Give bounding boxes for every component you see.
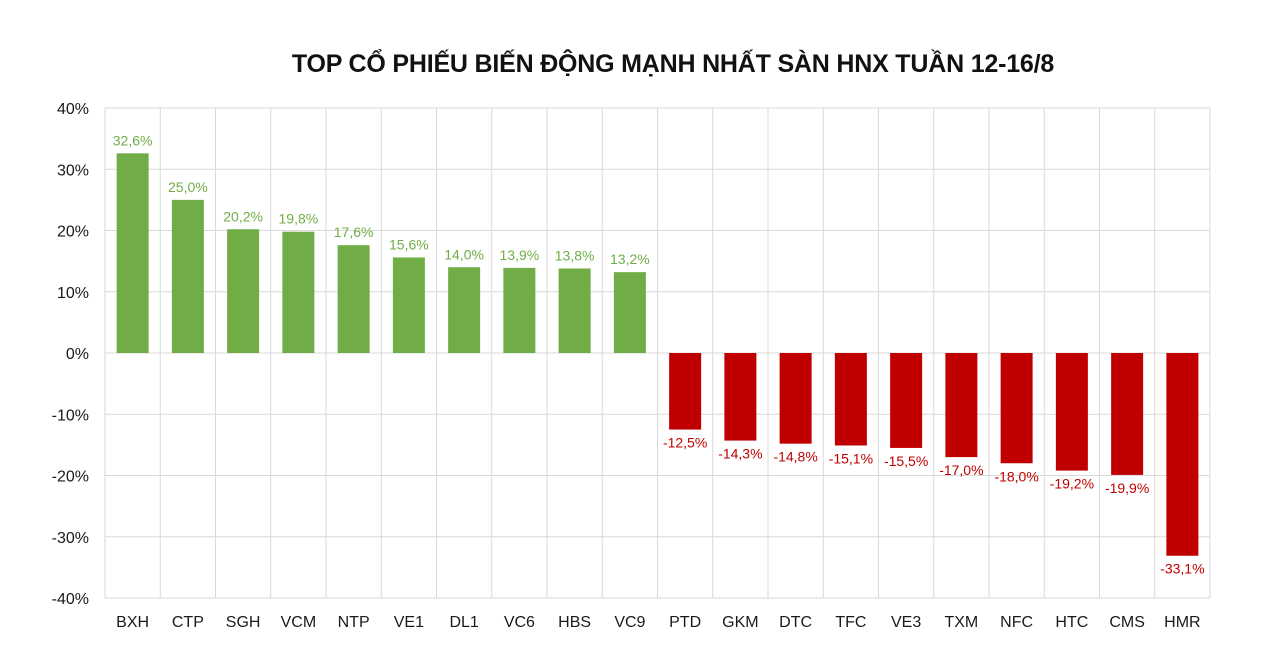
data-labels: 32,6% 25,0% 20,2% 19,8% 17,6% 15,6% 14,0% 13,9%… bbox=[113, 132, 1205, 576]
grid-lines bbox=[105, 108, 1210, 598]
data-label-ctp: 25,0% bbox=[168, 179, 208, 195]
x-tick-label: NFC bbox=[1000, 614, 1033, 631]
bar-hbs bbox=[559, 268, 591, 353]
bar-ve1 bbox=[393, 257, 425, 353]
x-tick-label: SGH bbox=[226, 614, 261, 631]
bar-hmr bbox=[1166, 353, 1198, 556]
bar-htc bbox=[1056, 353, 1088, 471]
bar-ptd bbox=[669, 353, 701, 430]
x-tick-label: HBS bbox=[558, 614, 591, 631]
bar-nfc bbox=[1001, 353, 1033, 463]
x-tick-label: HTC bbox=[1055, 614, 1088, 631]
x-tick-label: VC9 bbox=[614, 614, 645, 631]
data-label-vc6: 13,9% bbox=[500, 247, 540, 263]
x-tick-label: CMS bbox=[1109, 614, 1145, 631]
y-tick-label: -20% bbox=[52, 469, 89, 486]
x-tick-label: NTP bbox=[338, 614, 370, 631]
data-label-hmr: -33,1% bbox=[1160, 561, 1204, 577]
x-tick-label: VE1 bbox=[394, 614, 424, 631]
data-label-ve1: 15,6% bbox=[389, 236, 429, 252]
y-axis-ticks: 40% 30% 20% 10% 0% -10% -20% -30% -40% bbox=[52, 101, 89, 608]
data-label-bxh: 32,6% bbox=[113, 132, 153, 148]
data-label-tfc: -15,1% bbox=[829, 450, 873, 466]
data-label-cms: -19,9% bbox=[1105, 480, 1149, 496]
y-tick-label: -40% bbox=[52, 591, 89, 608]
data-label-dl1: 14,0% bbox=[444, 246, 484, 262]
x-tick-label: BXH bbox=[116, 614, 149, 631]
bar-dtc bbox=[780, 353, 812, 444]
data-label-dtc: -14,8% bbox=[773, 449, 817, 465]
x-tick-label: TFC bbox=[835, 614, 866, 631]
data-label-vcm: 19,8% bbox=[279, 211, 319, 227]
bar-vc6 bbox=[503, 268, 535, 353]
bar-cms bbox=[1111, 353, 1143, 475]
x-tick-label: VCM bbox=[281, 614, 317, 631]
bar-vc9 bbox=[614, 272, 646, 353]
x-tick-label: PTD bbox=[669, 614, 701, 631]
bar-vcm bbox=[282, 232, 314, 353]
data-label-ve3: -15,5% bbox=[884, 453, 928, 469]
bar-txm bbox=[945, 353, 977, 457]
data-label-txm: -17,0% bbox=[939, 462, 983, 478]
bar-sgh bbox=[227, 229, 259, 353]
x-tick-label: VC6 bbox=[504, 614, 535, 631]
x-tick-label: DTC bbox=[779, 614, 812, 631]
x-tick-label: VE3 bbox=[891, 614, 921, 631]
y-tick-label: -10% bbox=[52, 407, 89, 424]
data-label-sgh: 20,2% bbox=[223, 208, 263, 224]
bar-bxh bbox=[117, 153, 149, 353]
x-tick-label: HMR bbox=[1164, 614, 1200, 631]
y-tick-label: 0% bbox=[66, 346, 89, 363]
y-tick-label: 40% bbox=[57, 101, 89, 118]
data-label-nfc: -18,0% bbox=[994, 468, 1038, 484]
x-tick-label: CTP bbox=[172, 614, 204, 631]
data-label-ntp: 17,6% bbox=[334, 224, 374, 240]
data-label-vc9: 13,2% bbox=[610, 251, 650, 267]
bar-tfc bbox=[835, 353, 867, 445]
y-tick-label: 30% bbox=[57, 162, 89, 179]
y-tick-label: -30% bbox=[52, 530, 89, 547]
x-tick-label: DL1 bbox=[449, 614, 478, 631]
x-tick-label: TXM bbox=[944, 614, 978, 631]
bar-ntp bbox=[338, 245, 370, 353]
bar-dl1 bbox=[448, 267, 480, 353]
y-tick-label: 10% bbox=[57, 285, 89, 302]
data-label-ptd: -12,5% bbox=[663, 435, 707, 451]
data-label-hbs: 13,8% bbox=[555, 247, 595, 263]
y-tick-label: 20% bbox=[57, 224, 89, 241]
x-tick-label: GKM bbox=[722, 614, 758, 631]
data-label-gkm: -14,3% bbox=[718, 446, 762, 462]
data-label-htc: -19,2% bbox=[1050, 476, 1094, 492]
bar-ve3 bbox=[890, 353, 922, 448]
bar-ctp bbox=[172, 200, 204, 353]
x-axis-ticks: BXH CTP SGH VCM NTP VE1 DL1 VC6 HBS VC9 PTD GKM DTC T… bbox=[116, 614, 1200, 631]
bar-gkm bbox=[724, 353, 756, 441]
